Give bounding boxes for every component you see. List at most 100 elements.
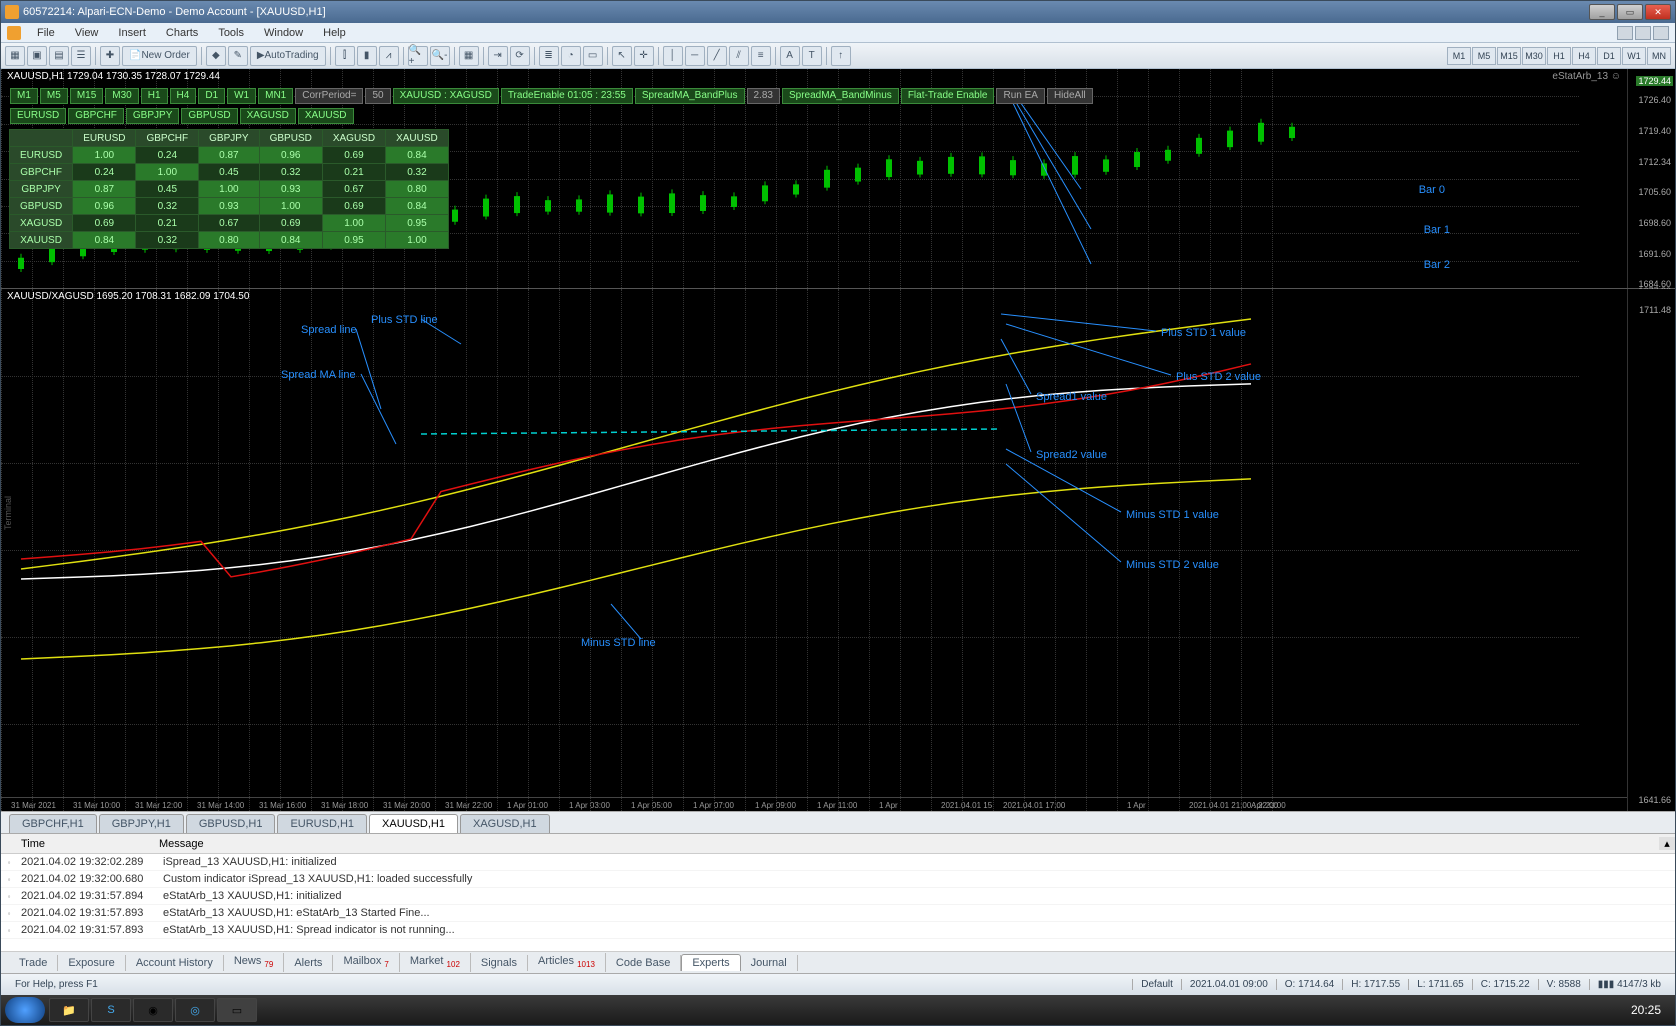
menu-file[interactable]: File	[27, 25, 65, 41]
tb-shift-icon[interactable]: ⇥	[488, 46, 508, 66]
tb-vline-icon[interactable]: │	[663, 46, 683, 66]
new-order-button[interactable]: 📄 New Order	[122, 46, 197, 66]
menu-charts[interactable]: Charts	[156, 25, 208, 41]
log-row[interactable]: ◦2021.04.02 19:31:57.893eStatArb_13 XAUU…	[1, 905, 1675, 922]
sym-GBPJPY[interactable]: GBPJPY	[126, 108, 179, 124]
sym-GBPUSD[interactable]: GBPUSD	[181, 108, 237, 124]
chart-tab[interactable]: GBPJPY,H1	[99, 814, 184, 833]
tf-H1[interactable]: H1	[1547, 47, 1571, 65]
log-header-time[interactable]: Time	[1, 838, 151, 850]
tb-templates-icon[interactable]: ▭	[583, 46, 603, 66]
task-explorer-icon[interactable]: 📁	[49, 998, 89, 1022]
terminal-tab-trade[interactable]: Trade	[9, 955, 58, 971]
terminal-tab-signals[interactable]: Signals	[471, 955, 528, 971]
terminal-tab-news[interactable]: News 79	[224, 953, 284, 971]
tb-market-icon[interactable]: ▤	[49, 46, 69, 66]
log-row[interactable]: ◦2021.04.02 19:31:57.893eStatArb_13 XAUU…	[1, 922, 1675, 939]
tb-zoomin-icon[interactable]: 🔍+	[408, 46, 428, 66]
tb-trend-icon[interactable]: ╱	[707, 46, 727, 66]
chart-tf-M30[interactable]: M30	[105, 88, 138, 104]
autotrading-button[interactable]: ▶ AutoTrading	[250, 46, 326, 66]
mdi-min-button[interactable]	[1617, 26, 1633, 40]
price-chart-panel[interactable]: XAUUSD,H1 1729.04 1730.35 1728.07 1729.4…	[1, 69, 1675, 289]
menu-view[interactable]: View	[65, 25, 109, 41]
tb-candle-icon[interactable]: ▮	[357, 46, 377, 66]
restore-button[interactable]: ▭	[1617, 4, 1643, 20]
tf-M30[interactable]: M30	[1522, 47, 1546, 65]
scroll-up-icon[interactable]: ▴	[1659, 837, 1675, 850]
ctrl-button[interactable]: 50	[365, 88, 390, 104]
tf-M15[interactable]: M15	[1497, 47, 1521, 65]
log-header-message[interactable]: Message	[151, 838, 1659, 850]
terminal-tab-exposure[interactable]: Exposure	[58, 955, 125, 971]
tb-new-chart-icon[interactable]: ▦	[5, 46, 25, 66]
sym-XAUUSD[interactable]: XAUUSD	[298, 108, 354, 124]
chart-tab[interactable]: EURUSD,H1	[277, 814, 367, 833]
tb-channel-icon[interactable]: ⫽	[729, 46, 749, 66]
chart-tf-M5[interactable]: M5	[40, 88, 68, 104]
tb-fibo-icon[interactable]: ≡	[751, 46, 771, 66]
ctrl-button[interactable]: Flat-Trade Enable	[901, 88, 995, 104]
tb-scroll-icon[interactable]: ⟳	[510, 46, 530, 66]
ctrl-button[interactable]: SpreadMA_BandPlus	[635, 88, 745, 104]
ctrl-button[interactable]: HideAll	[1047, 88, 1093, 104]
task-mt4-icon[interactable]: ▭	[217, 998, 257, 1022]
tf-M1[interactable]: M1	[1447, 47, 1471, 65]
mdi-close-button[interactable]	[1653, 26, 1669, 40]
terminal-tab-market[interactable]: Market 102	[400, 953, 471, 971]
tf-W1[interactable]: W1	[1622, 47, 1646, 65]
chart-tf-H4[interactable]: H4	[170, 88, 197, 104]
ctrl-button[interactable]: Run EA	[996, 88, 1044, 104]
tb-hline-icon[interactable]: ─	[685, 46, 705, 66]
tb-meta-icon[interactable]: ◆	[206, 46, 226, 66]
tb-periods-icon[interactable]: ◔	[561, 46, 581, 66]
indicator-panel[interactable]: XAUUSD/XAGUSD 1695.20 1708.31 1682.09 17…	[1, 289, 1675, 811]
tb-indicators-icon[interactable]: ≣	[539, 46, 559, 66]
menu-tools[interactable]: Tools	[208, 25, 254, 41]
tb-cursor-icon[interactable]: ↖	[612, 46, 632, 66]
tf-M5[interactable]: M5	[1472, 47, 1496, 65]
log-row[interactable]: ◦2021.04.02 19:32:02.289iSpread_13 XAUUS…	[1, 854, 1675, 871]
tb-cross-icon[interactable]: ✛	[634, 46, 654, 66]
menu-help[interactable]: Help	[313, 25, 356, 41]
chart-tf-MN1[interactable]: MN1	[258, 88, 293, 104]
tb-nav-icon[interactable]: ☰	[71, 46, 91, 66]
ctrl-button[interactable]: 2.83	[747, 88, 780, 104]
mdi-max-button[interactable]	[1635, 26, 1651, 40]
tb-tile-icon[interactable]: ▦	[459, 46, 479, 66]
taskbar-clock[interactable]: 20:25	[1621, 1003, 1671, 1017]
ctrl-button[interactable]: XAUUSD : XAGUSD	[393, 88, 499, 104]
log-row[interactable]: ◦2021.04.02 19:32:00.680Custom indicator…	[1, 871, 1675, 888]
terminal-tab-journal[interactable]: Journal	[741, 955, 798, 971]
chart-tab[interactable]: XAUUSD,H1	[369, 814, 458, 833]
ctrl-button[interactable]: CorrPeriod=	[295, 88, 363, 104]
tb-profiles-icon[interactable]: ▣	[27, 46, 47, 66]
chart-tf-D1[interactable]: D1	[198, 88, 225, 104]
ctrl-button[interactable]: TradeEnable 01:05 : 23:55	[501, 88, 633, 104]
tb-zoomout-icon[interactable]: 🔍-	[430, 46, 450, 66]
chart-tf-M15[interactable]: M15	[70, 88, 103, 104]
tb-bar-icon[interactable]: ⫿	[335, 46, 355, 66]
chart-tab[interactable]: GBPCHF,H1	[9, 814, 97, 833]
chart-tf-W1[interactable]: W1	[227, 88, 256, 104]
sym-XAGUSD[interactable]: XAGUSD	[240, 108, 296, 124]
ctrl-button[interactable]: SpreadMA_BandMinus	[782, 88, 899, 104]
task-chrome-icon[interactable]: ◉	[133, 998, 173, 1022]
sym-GBPCHF[interactable]: GBPCHF	[68, 108, 124, 124]
tb-text-icon[interactable]: A	[780, 46, 800, 66]
task-app-icon[interactable]: ◎	[175, 998, 215, 1022]
tb-label-icon[interactable]: T	[802, 46, 822, 66]
menu-window[interactable]: Window	[254, 25, 313, 41]
tb-options-icon[interactable]: ✎	[228, 46, 248, 66]
start-button[interactable]	[5, 997, 45, 1023]
log-row[interactable]: ◦2021.04.02 19:31:57.894eStatArb_13 XAUU…	[1, 888, 1675, 905]
terminal-tab-articles[interactable]: Articles 1013	[528, 953, 606, 971]
sym-EURUSD[interactable]: EURUSD	[10, 108, 66, 124]
close-button[interactable]: ✕	[1645, 4, 1671, 20]
minimize-button[interactable]: _	[1589, 4, 1615, 20]
terminal-tab-mailbox[interactable]: Mailbox 7	[333, 953, 399, 971]
tb-line-icon[interactable]: ⩘	[379, 46, 399, 66]
chart-tf-M1[interactable]: M1	[10, 88, 38, 104]
chart-tf-H1[interactable]: H1	[141, 88, 168, 104]
task-skype-icon[interactable]: S	[91, 998, 131, 1022]
